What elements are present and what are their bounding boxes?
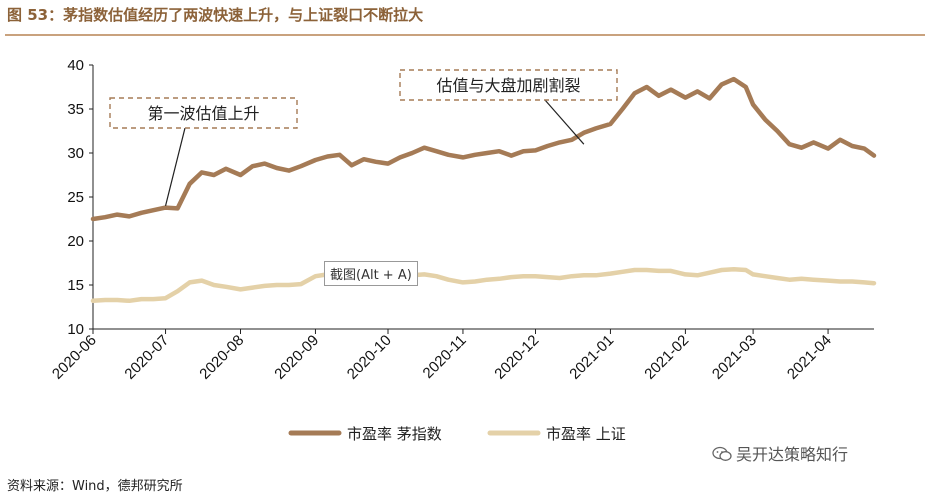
x-tick-label: 2021-04 — [784, 332, 835, 383]
y-tick-label: 25 — [67, 189, 84, 206]
figure-title: 图 53：茅指数估值经历了两波快速上升，与上证裂口不断拉大 — [7, 6, 424, 24]
y-tick-label: 10 — [67, 321, 84, 338]
annotation-leader — [164, 127, 186, 206]
y-tick-label: 40 — [67, 57, 84, 74]
line-chart: 10 15 20 25 30 35 40 2020-06 2020-07 2020-08 2020-… — [49, 57, 877, 443]
y-tick-label: 20 — [67, 233, 84, 250]
watermark: 吴开达策略知行 — [712, 441, 848, 465]
x-tick-label: 2020-10 — [344, 332, 395, 383]
series-line-shanghai — [90, 266, 877, 304]
x-tick-label: 2020-09 — [271, 332, 322, 383]
title-rule — [5, 34, 925, 36]
legend-label: 市盈率 上证 — [546, 425, 626, 443]
x-tick-label: 2020-11 — [420, 332, 470, 382]
legend-label: 市盈率 茅指数 — [347, 425, 442, 443]
x-tick-label: 2020-06 — [49, 332, 100, 383]
x-tick-label: 2021-02 — [641, 332, 692, 383]
x-tick-label: 2021-01 — [566, 332, 617, 383]
x-tick-label: 2020-07 — [121, 332, 172, 383]
annotation-leader — [544, 99, 585, 145]
y-tick-label: 35 — [67, 101, 84, 118]
annotation-text: 估值与大盘加剧割裂 — [436, 76, 580, 95]
wechat-icon — [712, 446, 732, 461]
watermark-text: 吴开达策略知行 — [736, 445, 849, 464]
screenshot-tooltip: 截图(Alt + A) — [324, 261, 418, 286]
series-line-mao-index — [90, 76, 877, 222]
annotation-text: 第一波估值上升 — [147, 104, 259, 123]
y-tick-label: 30 — [67, 145, 84, 162]
x-tick-label: 2020-08 — [196, 332, 247, 383]
annotation-box — [399, 69, 618, 101]
y-tick-label: 15 — [67, 277, 84, 294]
x-tick-label: 2021-03 — [709, 332, 760, 383]
annotation-box — [109, 97, 298, 129]
x-tick-label: 2020-12 — [491, 332, 542, 383]
source-note: 资料来源：Wind，德邦研究所 — [7, 479, 183, 494]
